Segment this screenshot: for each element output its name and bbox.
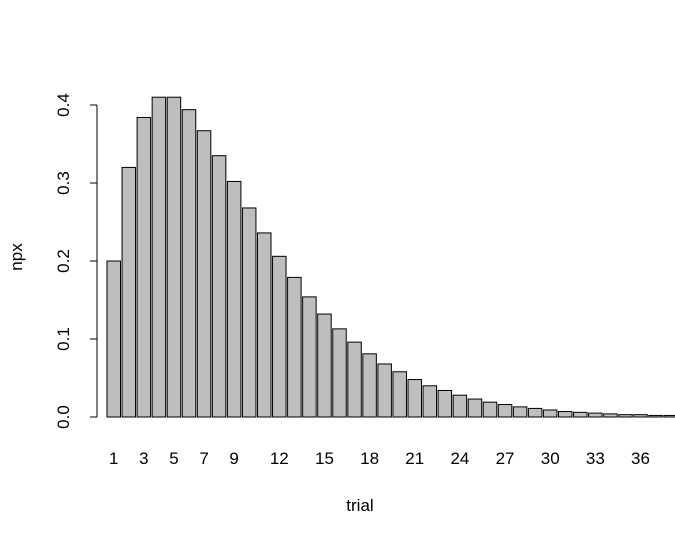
bar-14: [302, 296, 317, 418]
bar-6: [181, 109, 197, 418]
bar-25: [467, 398, 483, 418]
bar-12: [272, 255, 287, 418]
bar-2: [121, 166, 137, 418]
bar-24: [452, 394, 468, 418]
bar-16: [332, 328, 347, 418]
x-tick-label: 9: [229, 449, 238, 468]
bar-21: [407, 379, 422, 418]
bar-10: [241, 207, 257, 418]
bar-38: [663, 414, 675, 418]
x-tick-label: 27: [496, 449, 515, 468]
y-tick-label: 0.2: [54, 249, 73, 273]
y-tick-label: 0.0: [54, 405, 73, 429]
bar-34: [603, 413, 618, 418]
y-axis: 0.0 0.1 0.2 0.3 0.4: [54, 93, 98, 429]
y-tick-label: 0.3: [54, 171, 73, 195]
bar-7: [196, 130, 212, 418]
x-tick-label: 1: [109, 449, 118, 468]
bar-33: [588, 412, 603, 418]
x-tick-label: 21: [405, 449, 424, 468]
bar-5: [166, 96, 182, 418]
x-tick-label: 7: [199, 449, 208, 468]
x-tick-label: 36: [631, 449, 650, 468]
bar-20: [392, 371, 407, 418]
x-tick-label: 3: [139, 449, 148, 468]
bar-35: [618, 414, 633, 418]
bar-37: [648, 414, 663, 418]
y-tick-label: 0.1: [54, 327, 73, 351]
bar-4: [151, 96, 167, 418]
bar-23: [437, 389, 453, 418]
bars-group: [106, 96, 675, 418]
bar-18: [362, 353, 377, 418]
y-axis-title: npx: [7, 243, 26, 271]
x-tick-label: 24: [450, 449, 469, 468]
bar-17: [347, 341, 362, 418]
bar-3: [136, 116, 152, 418]
bar-9: [226, 180, 242, 418]
x-tick-label: 33: [586, 449, 605, 468]
bar-13: [287, 276, 302, 418]
bar-19: [377, 363, 392, 418]
bar-29: [527, 407, 543, 418]
bar-31: [558, 411, 573, 418]
bar-30: [542, 409, 558, 418]
bar-36: [633, 414, 648, 418]
x-axis-title: trial: [346, 496, 373, 515]
bar-8: [211, 155, 227, 418]
bar-28: [512, 406, 528, 418]
bar-26: [482, 401, 498, 418]
bar-15: [317, 313, 332, 418]
bar-1: [106, 260, 121, 418]
bar-32: [573, 411, 588, 418]
x-tick-label: 5: [169, 449, 178, 468]
bar-22: [422, 385, 438, 418]
x-tick-label: 15: [315, 449, 334, 468]
y-tick-label: 0.4: [54, 93, 73, 117]
x-axis-tick-labels: 1 3 5 7 9 12 15 18 21 24 27 30 33 36: [109, 449, 650, 468]
x-tick-label: 18: [360, 449, 379, 468]
x-tick-label: 30: [541, 449, 560, 468]
bar-27: [497, 404, 513, 418]
bar-11: [257, 232, 272, 418]
x-tick-label: 12: [270, 449, 289, 468]
